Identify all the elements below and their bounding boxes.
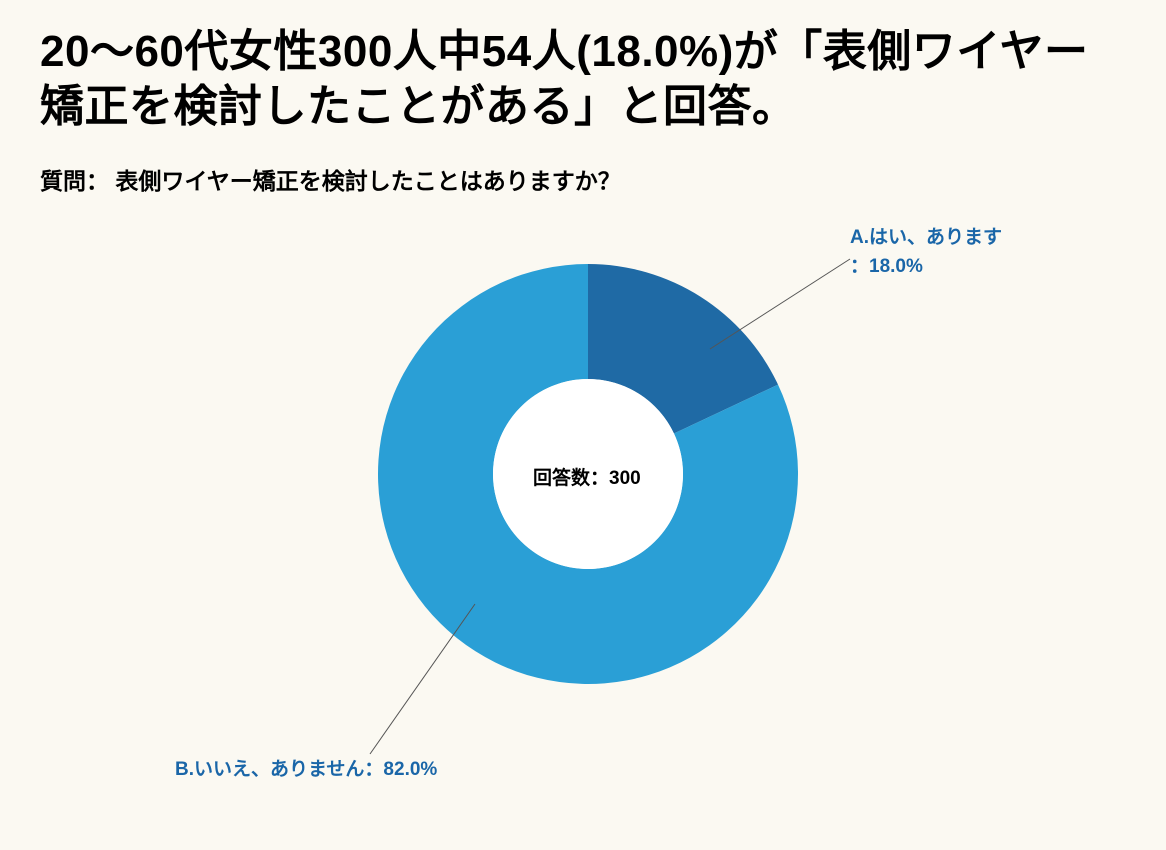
- slice-label-a: A.はい、あります ：18.0%: [850, 224, 1002, 281]
- survey-question: 質問： 表側ワイヤー矯正を検討したことはありますか？: [40, 162, 1126, 196]
- page-root: 20〜60代女性300人中54人(18.0%)が「表側ワイヤー矯正を検討したこと…: [0, 0, 1166, 850]
- slice-label-b: B.いいえ、ありません：82.0%: [175, 754, 437, 781]
- slice-a-line1: A.はい、あります: [850, 227, 1002, 248]
- headline: 20〜60代女性300人中54人(18.0%)が「表側ワイヤー矯正を検討したこと…: [40, 24, 1126, 134]
- slice-a-line2: ：18.0%: [850, 256, 923, 277]
- leader-line: [370, 604, 475, 754]
- leader-line: [710, 259, 850, 349]
- donut-chart: 回答数：300 A.はい、あります ：18.0% B.いいえ、ありません：82.…: [40, 204, 1126, 804]
- chart-center-label: 回答数：300: [533, 463, 641, 490]
- donut-chart-svg: [40, 204, 1126, 804]
